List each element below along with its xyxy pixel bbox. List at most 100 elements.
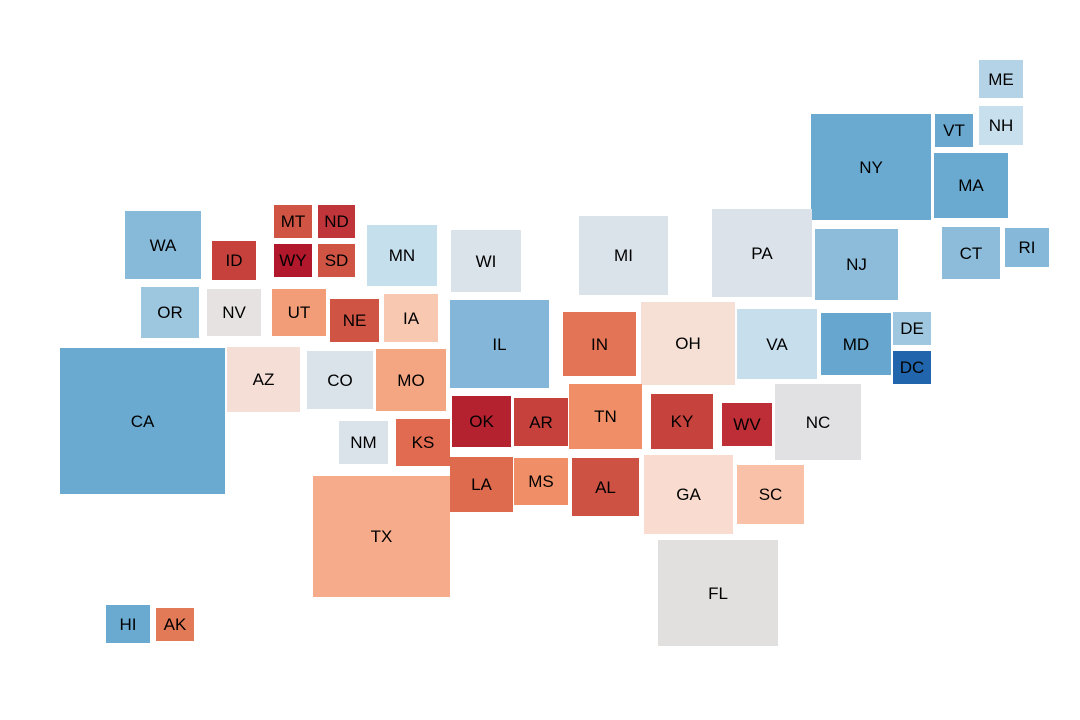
state-label: WI <box>475 251 497 271</box>
state-label: MA <box>958 176 984 195</box>
state-tile-az: AZ <box>227 347 300 412</box>
state-tile-nd: ND <box>318 205 355 238</box>
state-label: PA <box>751 243 773 263</box>
state-tile-la: LA <box>450 457 513 512</box>
state-label: DC <box>899 358 925 377</box>
state-tile-tn: TN <box>569 384 642 449</box>
state-tile-ut: UT <box>272 289 326 336</box>
state-label: NE <box>342 311 367 330</box>
state-label: SD <box>324 251 349 270</box>
state-tile-in: IN <box>563 312 636 376</box>
state-tile-sd: SD <box>318 244 355 277</box>
state-tile-wa: WA <box>125 211 201 279</box>
state-tile-ok: OK <box>452 396 511 447</box>
state-tile-ia: IA <box>384 294 438 342</box>
state-label: NJ <box>846 255 867 274</box>
state-label: OH <box>675 334 701 353</box>
state-label: OR <box>157 303 183 322</box>
state-label: KS <box>411 433 435 452</box>
state-label: MS <box>528 472 554 491</box>
state-label: ME <box>988 69 1014 89</box>
state-label: MT <box>280 212 306 231</box>
state-label: CO <box>327 370 353 390</box>
state-tile-hi: HI <box>106 605 150 643</box>
state-tile-ar: AR <box>514 398 568 446</box>
state-tile-nj: NJ <box>815 229 898 300</box>
state-label: NC <box>805 412 831 432</box>
state-label: AL <box>595 477 616 497</box>
state-label: IA <box>402 308 420 328</box>
state-tile-me: ME <box>979 60 1023 98</box>
state-tile-ks: KS <box>396 419 450 466</box>
state-tile-md: MD <box>821 313 891 375</box>
state-tile-or: OR <box>141 287 199 338</box>
state-label: NV <box>222 303 246 322</box>
state-tile-nc: NC <box>775 384 861 460</box>
state-label: VA <box>766 334 788 354</box>
state-label: RI <box>1018 238 1036 257</box>
state-tile-mo: MO <box>376 349 446 411</box>
state-label: VT <box>943 121 965 140</box>
state-tile-fl: FL <box>658 540 778 646</box>
state-label: AZ <box>252 370 275 389</box>
state-label: AR <box>529 412 553 432</box>
state-tile-ky: KY <box>651 394 713 449</box>
state-label: DE <box>900 319 924 338</box>
state-tile-vt: VT <box>935 114 973 147</box>
state-tile-pa: PA <box>712 209 812 297</box>
state-label: TN <box>594 407 617 426</box>
state-label: SC <box>758 485 783 504</box>
state-label: UT <box>287 303 311 322</box>
state-label: FL <box>708 583 728 603</box>
state-tile-ri: RI <box>1005 228 1049 267</box>
state-label: ND <box>324 212 349 231</box>
state-label: ID <box>225 251 243 270</box>
state-tile-nh: NH <box>979 106 1023 145</box>
state-label: LA <box>471 475 492 494</box>
state-tile-ct: CT <box>942 227 1000 279</box>
state-label: KY <box>670 412 694 431</box>
state-tile-il: IL <box>450 300 549 388</box>
state-tile-wy: WY <box>274 244 312 277</box>
state-label: NM <box>350 433 377 452</box>
state-tile-oh: OH <box>641 302 735 385</box>
state-tile-ms: MS <box>514 458 568 505</box>
state-label: NH <box>988 116 1014 135</box>
state-label: TX <box>370 527 393 546</box>
state-label: MI <box>614 246 633 265</box>
state-label: OK <box>469 412 494 431</box>
state-label: IN <box>591 334 608 354</box>
state-tile-ny: NY <box>811 114 931 220</box>
state-label: CT <box>959 243 983 263</box>
state-tile-nv: NV <box>207 289 261 336</box>
state-tile-al: AL <box>572 458 639 516</box>
state-tile-mt: MT <box>274 205 312 238</box>
state-label: GA <box>676 485 701 504</box>
state-tile-ma: MA <box>934 153 1008 218</box>
state-tile-mn: MN <box>367 225 437 286</box>
state-tile-va: VA <box>737 309 817 379</box>
state-label: WA <box>149 235 177 255</box>
state-tile-wv: WV <box>722 403 772 446</box>
state-label: MO <box>397 370 425 390</box>
state-label: WV <box>733 415 761 434</box>
state-tile-wi: WI <box>451 230 521 292</box>
state-tile-ak: AK <box>156 608 194 641</box>
state-label: NY <box>859 157 883 177</box>
state-tile-co: CO <box>307 351 373 409</box>
state-tile-mi: MI <box>579 216 668 295</box>
state-label: WY <box>279 251 307 270</box>
state-label: IL <box>492 334 507 354</box>
state-tile-id: ID <box>212 241 256 280</box>
state-label: HI <box>119 614 137 634</box>
state-tile-ga: GA <box>644 455 733 534</box>
state-label: CA <box>130 411 155 431</box>
state-tile-ne: NE <box>330 299 379 342</box>
state-label: MN <box>388 246 416 265</box>
state-tile-tx: TX <box>313 476 450 597</box>
state-tile-dc: DC <box>893 351 931 384</box>
state-label: MD <box>842 334 870 354</box>
state-label: AK <box>163 615 187 634</box>
state-tile-de: DE <box>893 312 931 345</box>
